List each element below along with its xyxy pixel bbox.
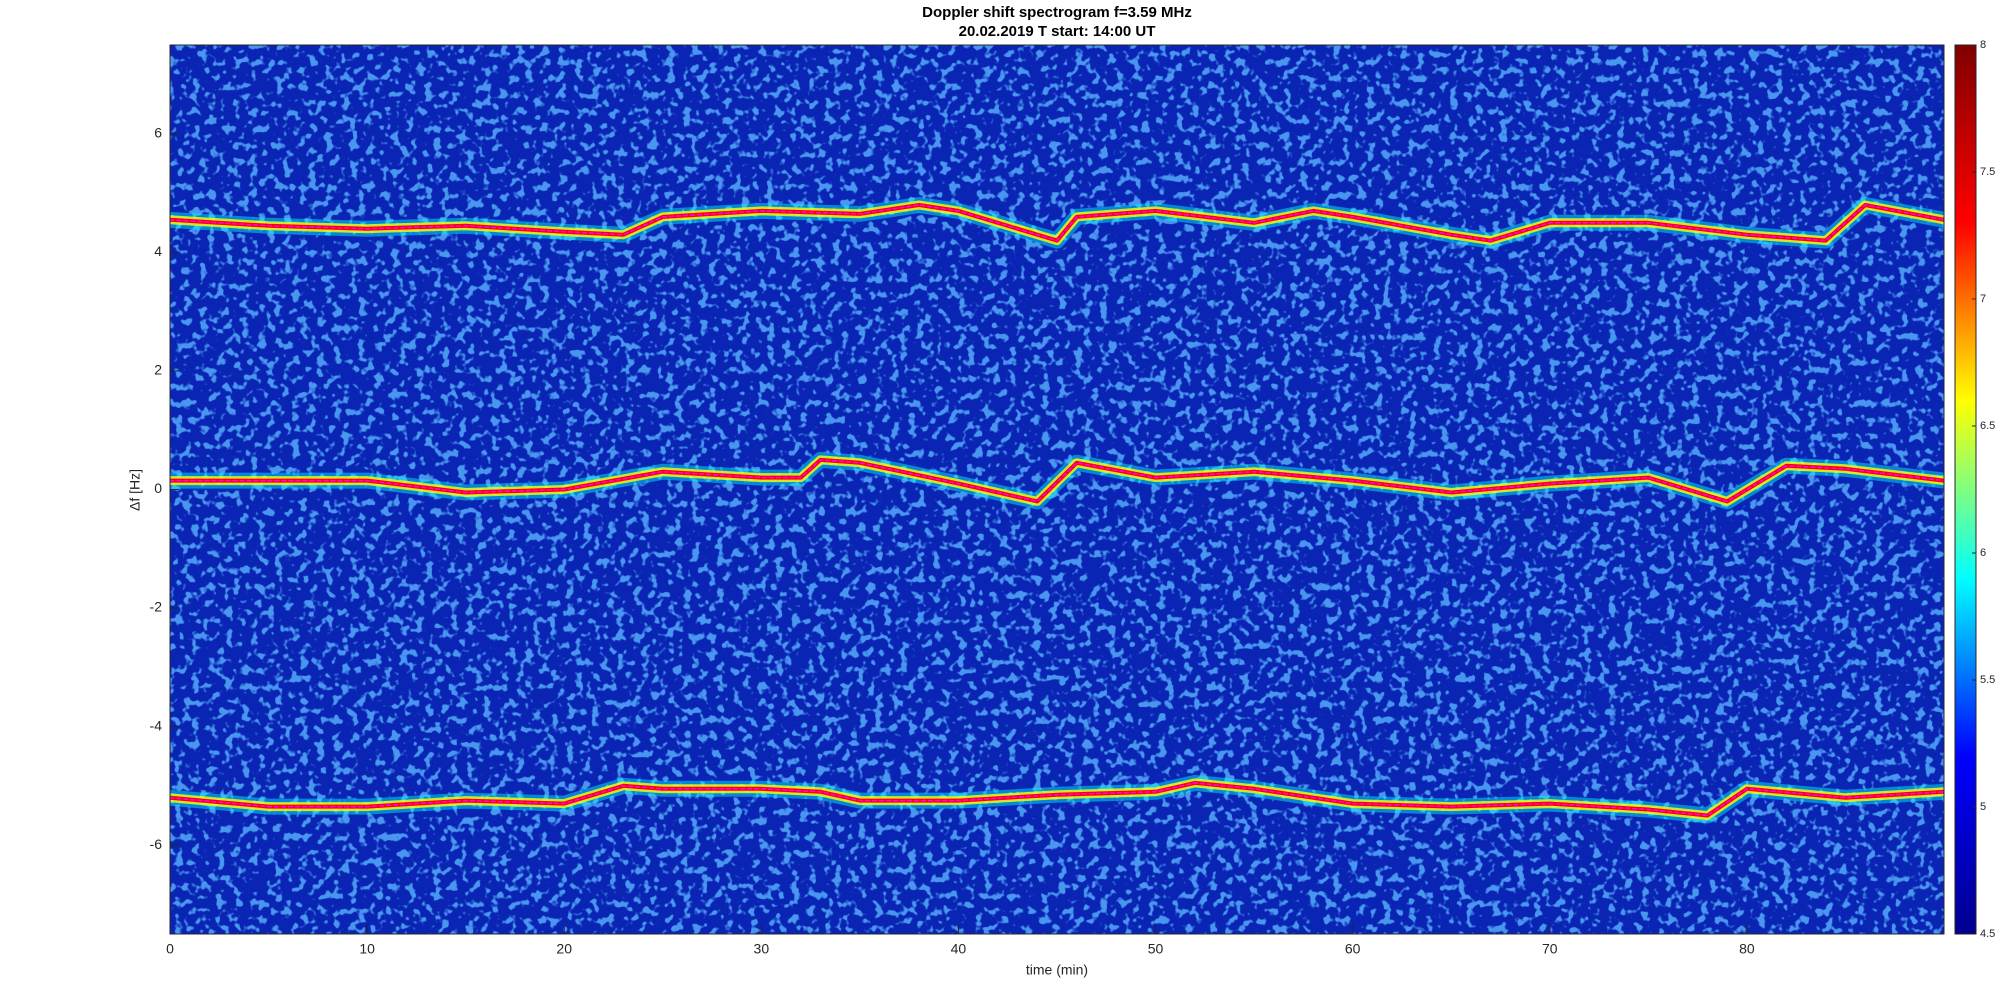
trace-core (170, 457, 1944, 504)
y-axis-label: Δf [Hz] (127, 469, 143, 511)
x-tick-label: 60 (1345, 941, 1361, 957)
y-tick-label: -2 (150, 599, 163, 615)
x-tick-label: 0 (166, 941, 174, 957)
chart-title: Doppler shift spectrogram f=3.59 MHz (922, 4, 1192, 21)
chart-subtitle: 20.02.2019 T start: 14:00 UT (959, 23, 1156, 40)
colorbar-tick-label: 5 (1980, 801, 1986, 813)
y-tick-label: -6 (150, 836, 163, 852)
y-tick-label: 4 (154, 243, 162, 259)
x-tick-label: 50 (1148, 941, 1164, 957)
trace-fit (170, 204, 1944, 242)
x-axis-label: time (min) (1026, 962, 1088, 978)
colorbar-tick-label: 6.5 (1980, 420, 1995, 432)
x-tick-label: 80 (1739, 941, 1755, 957)
x-tick-label: 70 (1542, 941, 1558, 957)
y-tick-label: 2 (154, 362, 162, 378)
y-tick-label: -4 (150, 717, 163, 733)
trace-fit (170, 782, 1944, 817)
x-tick-label: 40 (951, 941, 967, 957)
x-tick-label: 30 (754, 941, 770, 957)
y-tick-label: 0 (154, 480, 162, 496)
colorbar-tick-label: 7 (1980, 293, 1986, 305)
y-tick-label: 6 (154, 125, 162, 141)
colorbar-tick-label: 7.5 (1980, 166, 1995, 178)
traces (170, 197, 1944, 824)
x-tick-label: 20 (556, 941, 572, 957)
colorbar-tick-label: 5.5 (1980, 674, 1995, 686)
colorbar (1954, 44, 1977, 935)
x-tick-label: 10 (359, 941, 375, 957)
colorbar-tick-label: 6 (1980, 547, 1986, 559)
colorbar-tick-label: 8 (1980, 39, 1986, 51)
colorbar-tick-label: 4.5 (1980, 928, 1995, 940)
